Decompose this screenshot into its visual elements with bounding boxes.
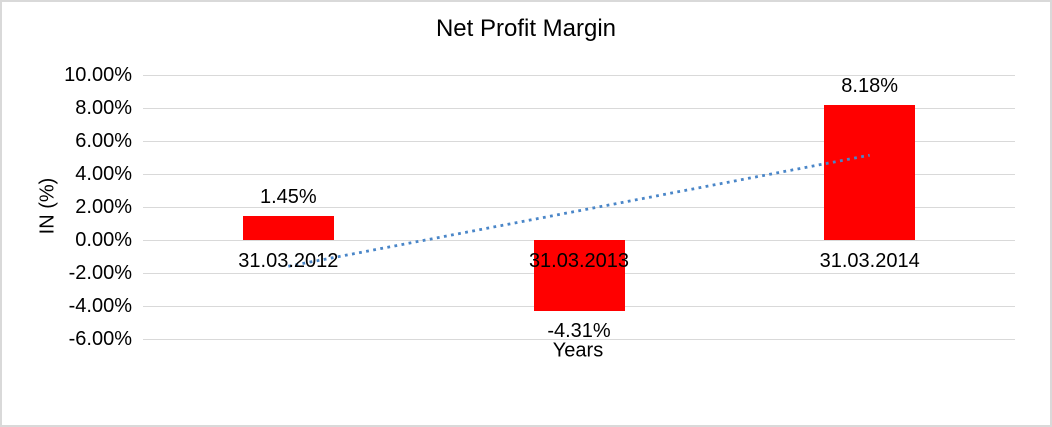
x-category-label: 31.03.2013 (528, 250, 630, 272)
y-gridline (143, 173, 1015, 175)
y-gridline (143, 206, 1015, 208)
y-tick-label: -6.00% (68, 328, 132, 350)
bar (533, 240, 625, 312)
bar-data-label: 1.45% (259, 186, 317, 209)
bar (824, 105, 916, 240)
y-gridline (143, 338, 1015, 340)
y-tick-label: 6.00% (75, 130, 132, 152)
x-category-label: 31.03.2014 (819, 250, 920, 272)
y-tick-label: 10.00% (64, 64, 132, 86)
bar-data-label: -4.31% (547, 320, 611, 343)
y-gridline (143, 140, 1015, 142)
bar (242, 216, 334, 240)
bar-data-label: 8.18% (841, 75, 899, 98)
y-gridline (143, 107, 1015, 109)
y-gridline (143, 74, 1015, 76)
x-axis-title: Years (552, 339, 604, 362)
y-tick-label: 4.00% (75, 163, 132, 185)
y-tick-label: -4.00% (68, 295, 132, 317)
y-tick-label: 2.00% (75, 196, 132, 218)
chart-title: Net Profit Margin (435, 15, 617, 42)
y-tick-label: 8.00% (75, 97, 132, 119)
x-category-label: 31.03.2012 (238, 250, 339, 272)
y-tick-label: 0.00% (75, 229, 132, 251)
y-tick-label: -2.00% (68, 262, 132, 284)
